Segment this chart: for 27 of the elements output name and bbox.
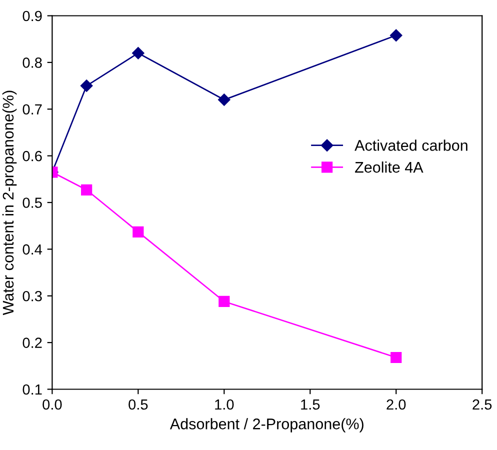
- point: [218, 94, 230, 106]
- y-tick-label: 0.5: [22, 198, 42, 208]
- y-axis-title: Water content in 2-propanone(%): [2, 90, 17, 316]
- y-tick-label: 0.9: [22, 10, 42, 22]
- x-tick-label: 2.5: [472, 399, 492, 410]
- y-tick-label: 0.4: [22, 244, 42, 255]
- x-tick-label: 0.5: [128, 399, 148, 410]
- y-tick-label: 0.7: [22, 104, 42, 115]
- point: [81, 184, 92, 196]
- point: [132, 47, 144, 60]
- y-tick-label: 0.2: [22, 338, 42, 348]
- x-tick-label: 1.5: [301, 400, 320, 410]
- point: [390, 29, 402, 42]
- x-tick-label: 0.0: [42, 399, 62, 410]
- point: [132, 226, 144, 238]
- y-tick-label: 0.1: [22, 384, 42, 395]
- point: [390, 352, 402, 364]
- y-tick-label: 0.3: [22, 290, 42, 302]
- x-tick-label: 2.0: [386, 399, 406, 410]
- x-tick-label: 1.0: [215, 399, 234, 410]
- y-tick-label: 0.8: [22, 58, 42, 68]
- point: [80, 80, 93, 92]
- point: [218, 296, 230, 308]
- x-axis-title: Adsorbent / 2-Propanone(%): [170, 418, 364, 432]
- legend-label: Activated carbon: [354, 140, 468, 151]
- legend-label: Zeolite 4A: [355, 162, 424, 173]
- y-tick-label: 0.6: [22, 150, 42, 162]
